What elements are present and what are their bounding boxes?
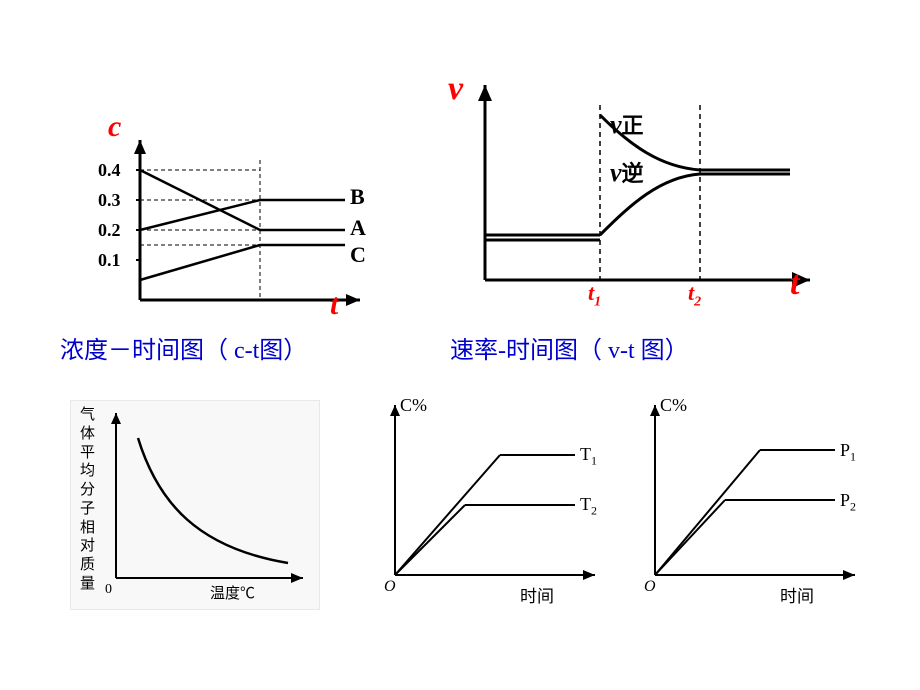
cp-t-s1: T1 [580,444,597,469]
mw-chart: 气体平均分子相对质量 0 温度℃ [70,400,330,630]
vt-v-reverse: v逆 [610,156,644,188]
cp-p-x-label: 时间 [780,582,814,607]
vt-t1: t1 [588,280,601,310]
vt-caption: 速率-时间图（ v-t 图） [450,330,689,365]
ct-y-axis-label: c [108,110,121,144]
cp-t-origin: O [384,578,396,596]
cp-t-chart: C% T1 T2 O 时间 [370,400,630,630]
cp-p-s2: P2 [840,490,856,515]
ct-caption: 浓度－时间图（ c-t图） [60,330,307,365]
ct-ytick-01: 0.1 [98,250,121,271]
cp-t-plot [370,400,615,605]
ct-ytick-04: 0.4 [98,160,121,181]
vt-v-forward: v正 [610,108,644,140]
cp-p-chart: C% P1 P2 O 时间 [630,400,890,630]
vt-x-axis-label: t [790,265,799,303]
ct-chart: c 0.4 0.3 0.2 0.1 B A C t 浓度－时间图（ c-t图） [70,120,390,370]
cp-t-y-label: C% [400,395,427,416]
cp-p-s1: P1 [840,440,856,465]
cp-p-origin: O [644,578,656,596]
ct-series-c: C [350,242,366,268]
mw-x-label: 温度℃ [210,582,255,603]
cp-p-plot [630,400,875,605]
ct-ytick-02: 0.2 [98,220,121,241]
ct-series-b: B [350,184,365,210]
cp-t-s2: T2 [580,494,597,519]
mw-plot [98,408,318,603]
mw-y-label: 气体平均分子相对质量 [80,406,98,594]
vt-chart: v v正 v逆 t1 t2 t 速率-时间图（ v-t 图） [440,70,840,370]
cp-p-y-label: C% [660,395,687,416]
vt-plot [470,85,830,315]
vt-y-axis-label: v [448,70,463,108]
ct-series-a: A [350,215,366,241]
ct-ytick-03: 0.3 [98,190,121,211]
ct-x-axis-label: t [330,288,338,322]
cp-t-x-label: 时间 [520,582,554,607]
mw-origin: 0 [105,582,112,598]
vt-t2: t2 [688,280,701,310]
